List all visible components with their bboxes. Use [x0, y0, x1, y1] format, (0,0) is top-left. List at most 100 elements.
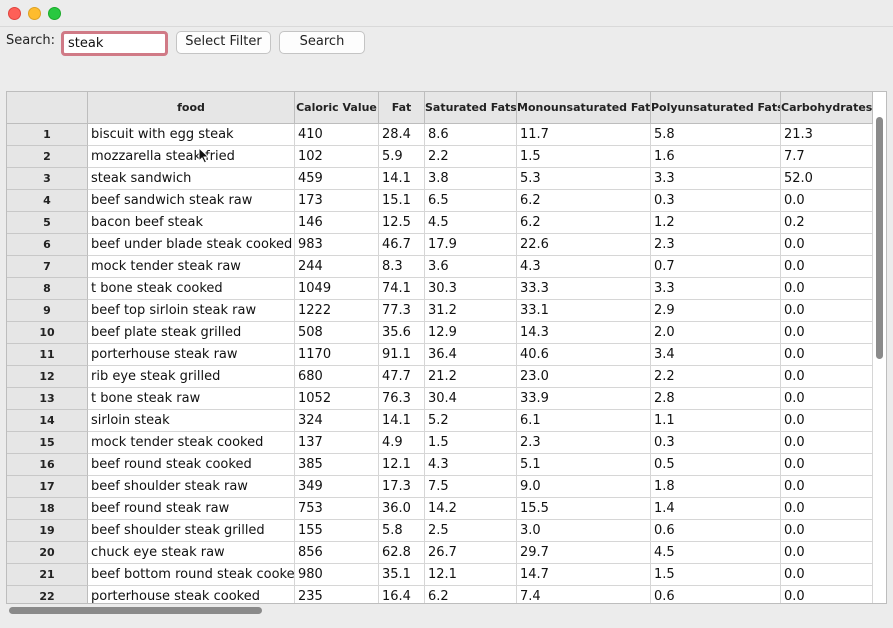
column-header[interactable]: Saturated Fats	[425, 92, 517, 124]
table-cell[interactable]: 7.4	[517, 586, 651, 603]
table-row[interactable]: 3 steak sandwich 459 14.1 3.8 5.3 3.3 52.0	[7, 168, 873, 190]
table-cell[interactable]: 6.2	[517, 212, 651, 234]
table-cell[interactable]: 324	[295, 410, 379, 432]
row-number[interactable]: 20	[7, 542, 88, 564]
table-row[interactable]: 20 chuck eye steak raw 856 62.8 26.7 29.7 4.5 0…	[7, 542, 873, 564]
table-cell[interactable]: beef sandwich steak raw	[88, 190, 295, 212]
table-cell[interactable]: 22.6	[517, 234, 651, 256]
table-cell[interactable]: sirloin steak	[88, 410, 295, 432]
table-cell[interactable]: 6.5	[425, 190, 517, 212]
table-cell[interactable]: t bone steak cooked	[88, 278, 295, 300]
table-cell[interactable]: 1049	[295, 278, 379, 300]
table-cell[interactable]: 5.8	[379, 520, 425, 542]
table-cell[interactable]: 0.0	[781, 344, 873, 366]
table-cell[interactable]: 3.3	[651, 278, 781, 300]
column-header[interactable]: Caloric Value	[295, 92, 379, 124]
table-cell[interactable]: 1.1	[651, 410, 781, 432]
row-number[interactable]: 7	[7, 256, 88, 278]
table-cell[interactable]: chuck eye steak raw	[88, 542, 295, 564]
row-number[interactable]: 17	[7, 476, 88, 498]
table-cell[interactable]: beef shoulder steak raw	[88, 476, 295, 498]
table-cell[interactable]: 52.0	[781, 168, 873, 190]
minimize-window-button[interactable]	[28, 7, 41, 20]
table-cell[interactable]: 235	[295, 586, 379, 603]
table-cell[interactable]: porterhouse steak cooked	[88, 586, 295, 603]
row-number[interactable]: 2	[7, 146, 88, 168]
table-cell[interactable]: 28.4	[379, 124, 425, 146]
table-cell[interactable]: 1.5	[517, 146, 651, 168]
table-row[interactable]: 16 beef round steak cooked 385 12.1 4.3 5.1 0.…	[7, 454, 873, 476]
table-cell[interactable]: 1.6	[651, 146, 781, 168]
table-cell[interactable]: mock tender steak cooked	[88, 432, 295, 454]
column-header[interactable]: food	[88, 92, 295, 124]
table-row[interactable]: 7 mock tender steak raw 244 8.3 3.6 4.3 0.7 0.0	[7, 256, 873, 278]
table-row[interactable]: 5 bacon beef steak 146 12.5 4.5 6.2 1.2 0.2	[7, 212, 873, 234]
row-number[interactable]: 13	[7, 388, 88, 410]
horizontal-scrollbar[interactable]	[9, 607, 262, 614]
table-cell[interactable]: 0.0	[781, 520, 873, 542]
table-row[interactable]: 19 beef shoulder steak grilled 155 5.8 2.5 3.…	[7, 520, 873, 542]
table-cell[interactable]: 33.9	[517, 388, 651, 410]
table-row[interactable]: 22 porterhouse steak cooked 235 16.4 6.2 7.4 0…	[7, 586, 873, 603]
table-cell[interactable]: 8.6	[425, 124, 517, 146]
table-cell[interactable]: 14.2	[425, 498, 517, 520]
table-cell[interactable]: 0.0	[781, 476, 873, 498]
zoom-window-button[interactable]	[48, 7, 61, 20]
table-cell[interactable]: 2.2	[651, 366, 781, 388]
table-cell[interactable]: 1.5	[425, 432, 517, 454]
table-row[interactable]: 17 beef shoulder steak raw 349 17.3 7.5 9.0 1.…	[7, 476, 873, 498]
table-cell[interactable]: 0.3	[651, 432, 781, 454]
table-cell[interactable]: 1.4	[651, 498, 781, 520]
table-cell[interactable]: 349	[295, 476, 379, 498]
results-table[interactable]: food Caloric Value Fat Saturated Fats Monoun…	[6, 91, 887, 604]
table-cell[interactable]: beef bottom round steak cooked	[88, 564, 295, 586]
table-cell[interactable]: 4.5	[651, 542, 781, 564]
table-cell[interactable]: 14.3	[517, 322, 651, 344]
table-cell[interactable]: 36.4	[425, 344, 517, 366]
row-number[interactable]: 9	[7, 300, 88, 322]
table-cell[interactable]: 7.7	[781, 146, 873, 168]
table-cell[interactable]: 12.5	[379, 212, 425, 234]
row-number[interactable]: 15	[7, 432, 88, 454]
table-cell[interactable]: 17.9	[425, 234, 517, 256]
table-row[interactable]: 21 beef bottom round steak cooked 980 35.1 1…	[7, 564, 873, 586]
table-cell[interactable]: 410	[295, 124, 379, 146]
table-cell[interactable]: 1.2	[651, 212, 781, 234]
table-cell[interactable]: 12.9	[425, 322, 517, 344]
table-cell[interactable]: 7.5	[425, 476, 517, 498]
table-cell[interactable]: 244	[295, 256, 379, 278]
row-number[interactable]: 14	[7, 410, 88, 432]
column-header[interactable]: Monounsaturated Fats	[517, 92, 651, 124]
table-cell[interactable]: 856	[295, 542, 379, 564]
table-cell[interactable]: 74.1	[379, 278, 425, 300]
table-cell[interactable]: 0.6	[651, 520, 781, 542]
table-cell[interactable]: beef shoulder steak grilled	[88, 520, 295, 542]
table-cell[interactable]: 0.0	[781, 322, 873, 344]
table-cell[interactable]: 0.0	[781, 586, 873, 603]
table-cell[interactable]: 2.3	[651, 234, 781, 256]
vertical-scrollbar[interactable]	[876, 117, 883, 359]
table-cell[interactable]: 0.0	[781, 300, 873, 322]
table-cell[interactable]: 1170	[295, 344, 379, 366]
table-cell[interactable]: 508	[295, 322, 379, 344]
table-cell[interactable]: 14.7	[517, 564, 651, 586]
row-number[interactable]: 6	[7, 234, 88, 256]
column-header[interactable]: Carbohydrates	[781, 92, 873, 124]
row-number[interactable]: 4	[7, 190, 88, 212]
table-cell[interactable]: 91.1	[379, 344, 425, 366]
table-cell[interactable]: 459	[295, 168, 379, 190]
table-cell[interactable]: 5.1	[517, 454, 651, 476]
table-cell[interactable]: 77.3	[379, 300, 425, 322]
table-cell[interactable]: 2.0	[651, 322, 781, 344]
table-cell[interactable]: 0.0	[781, 388, 873, 410]
table-cell[interactable]: 0.0	[781, 278, 873, 300]
row-number[interactable]: 22	[7, 586, 88, 603]
table-cell[interactable]: beef top sirloin steak raw	[88, 300, 295, 322]
table-cell[interactable]: 6.2	[517, 190, 651, 212]
table-cell[interactable]: 0.0	[781, 410, 873, 432]
table-cell[interactable]: 2.9	[651, 300, 781, 322]
column-header[interactable]: Polyunsaturated Fats	[651, 92, 781, 124]
table-cell[interactable]: biscuit with egg steak	[88, 124, 295, 146]
row-number[interactable]: 18	[7, 498, 88, 520]
